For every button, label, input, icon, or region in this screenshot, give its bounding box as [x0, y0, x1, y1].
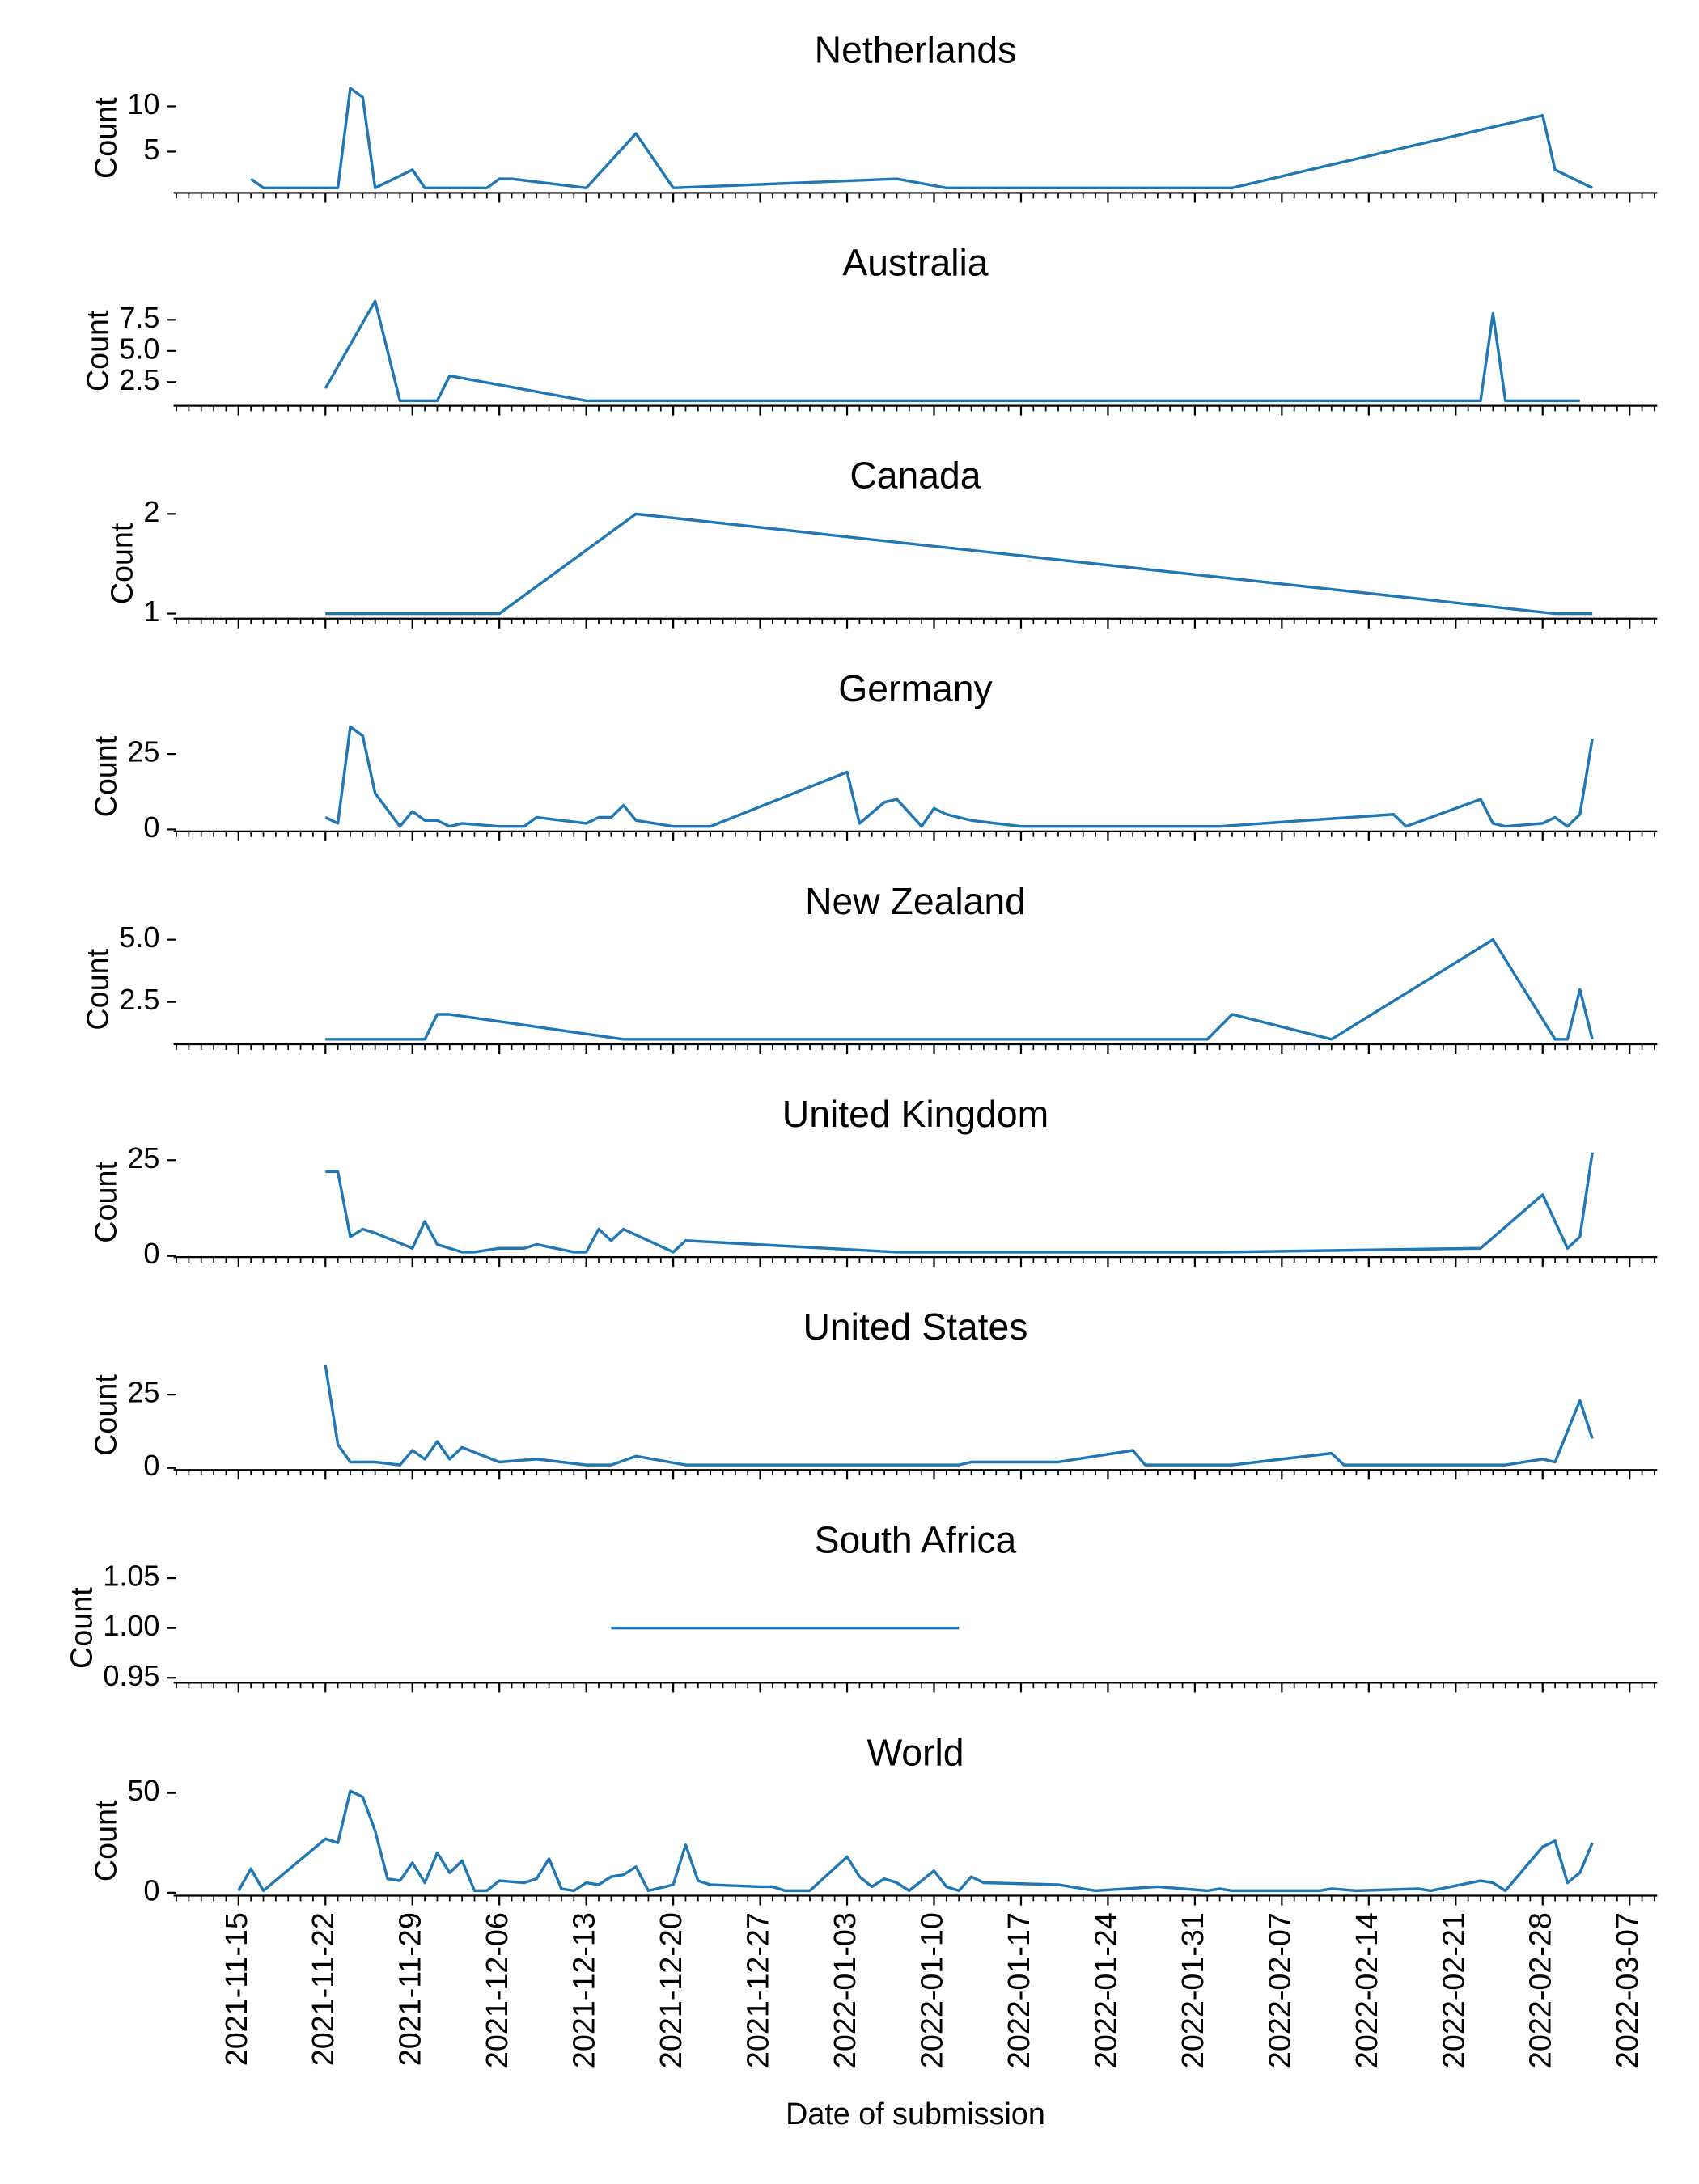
- y-tick-label: 7.5: [119, 301, 159, 334]
- data-line: [324, 1365, 1594, 1467]
- subplot-title: Canada: [850, 455, 981, 497]
- x-tick-label: 2022-01-17: [1002, 1912, 1036, 2068]
- x-tick-label: 2021-11-29: [393, 1912, 427, 2066]
- y-tick-label: 1.00: [103, 1609, 159, 1642]
- y-tick-label: 50: [127, 1774, 159, 1807]
- data-line: [325, 938, 1594, 1041]
- y-tick-label: 0.95: [103, 1659, 159, 1692]
- data-line: [237, 1789, 1594, 1893]
- x-tick-label: 2022-01-10: [914, 1912, 948, 2068]
- subplot-title: South Africa: [815, 1518, 1017, 1560]
- x-tick-label: 2022-02-07: [1262, 1912, 1296, 2068]
- subplot-title: Germany: [838, 667, 993, 709]
- y-tick-label: 10: [127, 87, 159, 121]
- subplot: World 2021-11-15 2021-11-22 2021-11-29 2021-…: [88, 1732, 1658, 2131]
- data-line: [325, 1152, 1594, 1254]
- x-tick-label: 2021-12-13: [567, 1912, 601, 2068]
- x-tick-label: 2022-03-07: [1610, 1912, 1644, 2068]
- x-tick-label: 2021-11-22: [306, 1912, 340, 2066]
- y-axis-label: Count: [104, 523, 138, 604]
- y-tick-label: 25: [127, 1141, 159, 1175]
- y-axis-label: Count: [64, 1587, 98, 1669]
- y-tick-label: 25: [127, 735, 159, 768]
- x-tick-label: 2022-01-03: [828, 1912, 862, 2068]
- x-tick-label: 2021-11-15: [219, 1912, 253, 2066]
- y-axis-label: Count: [80, 948, 114, 1030]
- x-tick-label: 2022-02-28: [1523, 1912, 1557, 2068]
- x-axis-label: Date of submission: [786, 2097, 1045, 2131]
- y-tick-label: 25: [127, 1376, 159, 1409]
- x-tick-label: 2021-12-20: [654, 1912, 688, 2068]
- subplot-title: Australia: [842, 242, 988, 284]
- data-line: [324, 299, 1580, 403]
- data-line: [325, 512, 1593, 616]
- y-tick-label: 5: [143, 133, 159, 166]
- y-tick-label: 0: [143, 1873, 159, 1907]
- x-tick-label: 2021-12-06: [480, 1912, 514, 2068]
- y-axis-label: Count: [88, 735, 122, 817]
- y-axis-label: Count: [88, 1374, 122, 1456]
- y-axis-label: Count: [88, 97, 122, 179]
- x-tick-label: 2022-01-24: [1088, 1912, 1122, 2068]
- y-tick-label: 5.0: [119, 921, 159, 954]
- data-line: [324, 725, 1594, 828]
- y-tick-label: 0: [143, 811, 159, 844]
- y-axis-label: Count: [80, 310, 114, 392]
- x-tick-label: 2021-12-27: [741, 1912, 775, 2068]
- subplot-title: United Kingdom: [782, 1093, 1049, 1135]
- y-tick-label: 1.05: [103, 1560, 159, 1593]
- y-tick-label: 1: [143, 595, 159, 628]
- y-axis-label: Count: [88, 1162, 122, 1243]
- data-line: [250, 87, 1593, 189]
- subplot-title: New Zealand: [805, 880, 1026, 922]
- x-tick-label: 2022-02-21: [1436, 1912, 1470, 2068]
- y-tick-label: 5.0: [119, 332, 159, 365]
- x-tick-label: 2022-02-14: [1349, 1912, 1383, 2068]
- y-tick-label: 2: [143, 495, 159, 528]
- subplot-title: United States: [803, 1306, 1028, 1348]
- subplot-title: World: [866, 1732, 964, 1774]
- y-tick-label: 0: [143, 1449, 159, 1482]
- y-axis-label: Count: [88, 1800, 122, 1881]
- y-tick-label: 2.5: [119, 363, 159, 396]
- y-tick-label: 0: [143, 1237, 159, 1270]
- y-tick-label: 2.5: [119, 983, 159, 1016]
- subplot-title: Netherlands: [815, 28, 1017, 70]
- x-tick-label: 2022-01-31: [1176, 1912, 1210, 2068]
